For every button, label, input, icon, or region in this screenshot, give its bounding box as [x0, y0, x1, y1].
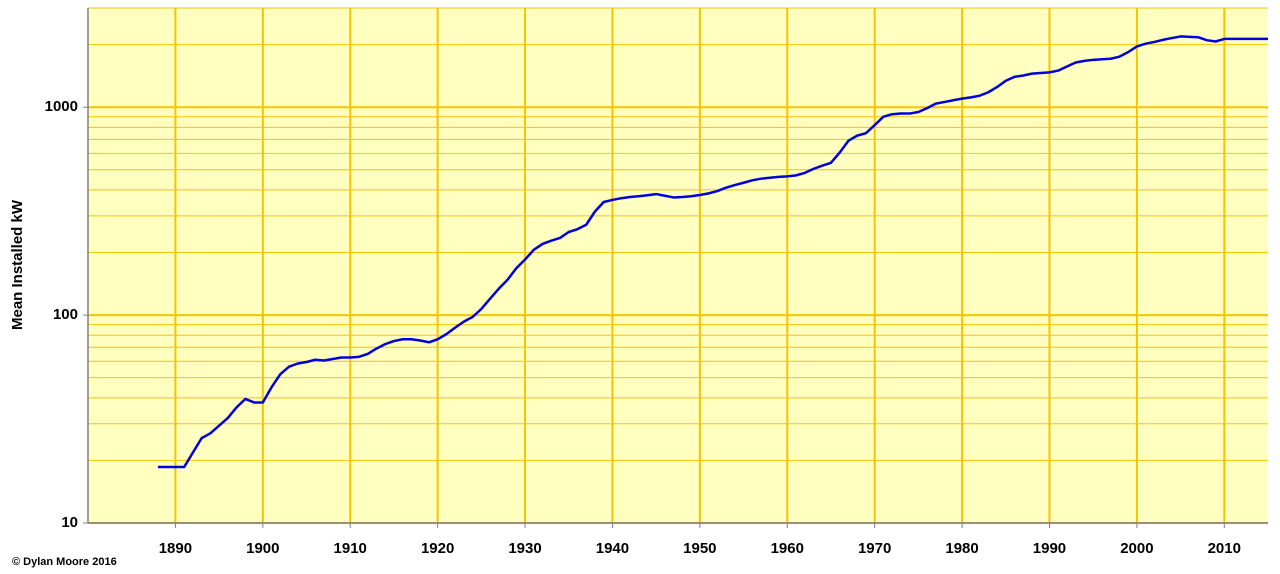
y-tick-label: 10	[61, 514, 78, 531]
plot-background	[88, 8, 1268, 523]
y-axis-label: Mean Installed kW	[9, 199, 26, 330]
x-tick-label: 1900	[246, 540, 279, 557]
y-tick-label: 100	[53, 306, 78, 323]
x-tick-label: 1930	[508, 540, 541, 557]
x-tick-label: 1980	[945, 540, 978, 557]
x-tick-label: 1970	[858, 540, 891, 557]
x-tick-label: 1990	[1033, 540, 1066, 557]
x-tick-label: 1940	[596, 540, 629, 557]
x-tick-label: 1890	[159, 540, 192, 557]
x-tick-label: 1960	[771, 540, 804, 557]
y-tick-label: 1000	[45, 98, 78, 115]
credit: © Dylan Moore 2016	[12, 556, 117, 568]
x-tick-label: 1950	[683, 540, 716, 557]
x-tick-label: 2000	[1120, 540, 1153, 557]
x-tick-label: 1920	[421, 540, 454, 557]
x-tick-label: 2010	[1208, 540, 1241, 557]
x-tick-label: 1910	[334, 540, 367, 557]
data-line	[157, 35, 1268, 469]
